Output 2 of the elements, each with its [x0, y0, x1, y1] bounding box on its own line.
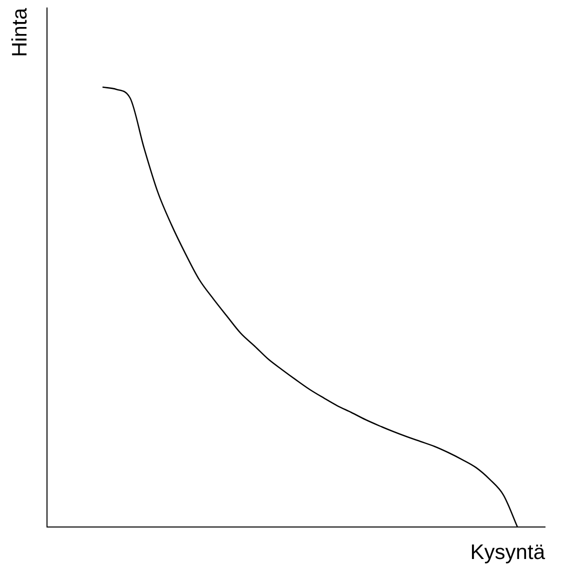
- x-axis-title: Kysyntä: [470, 541, 546, 564]
- y-axis-title: Hinta: [8, 8, 32, 58]
